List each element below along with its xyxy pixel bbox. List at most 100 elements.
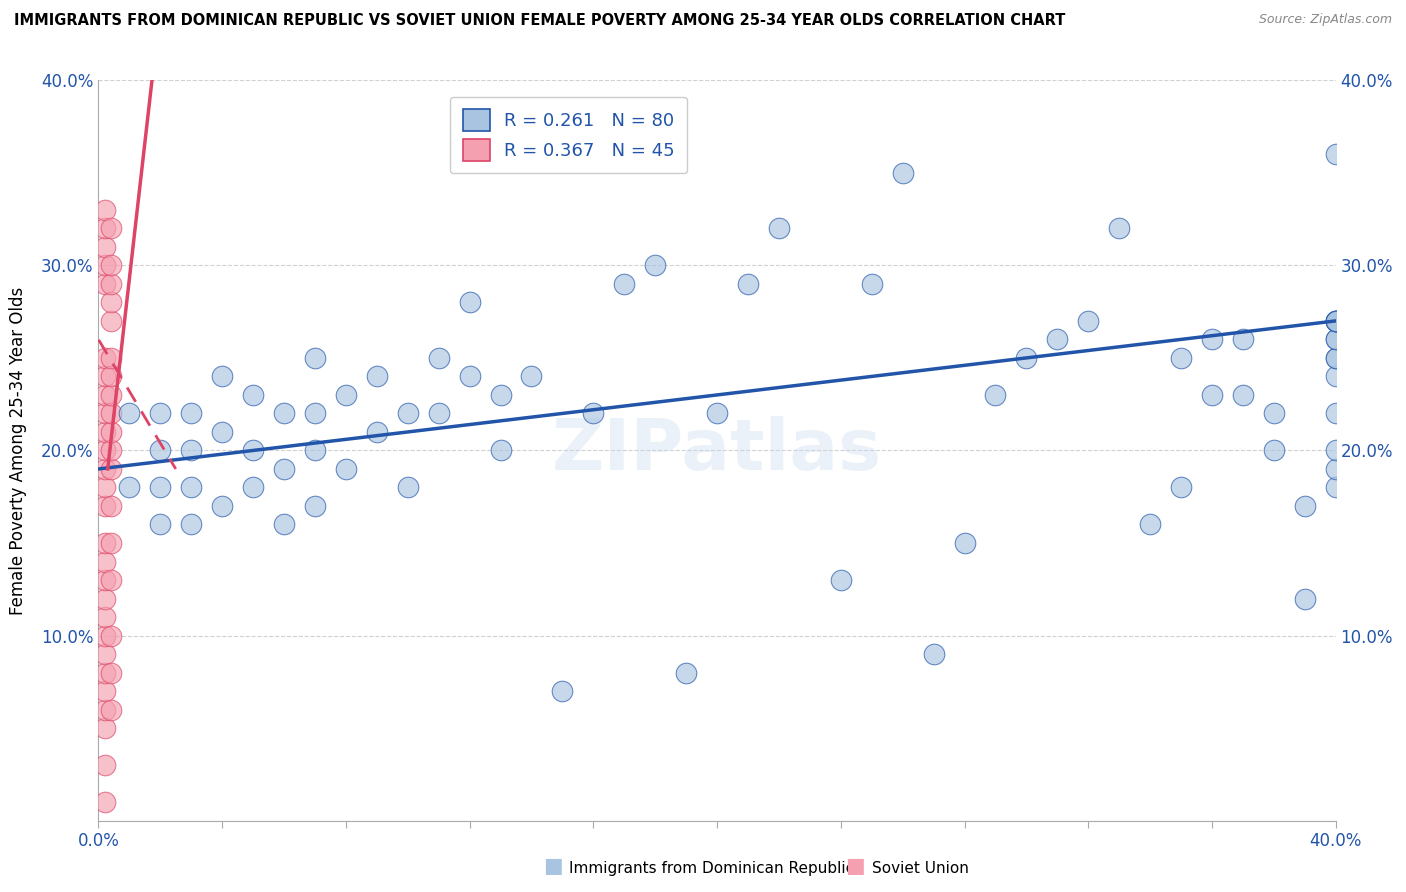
Point [1324, 332, 1347, 346]
Point [1170, 351, 1192, 365]
Point [675, 665, 697, 680]
Point [396, 481, 419, 495]
Point [93, 647, 115, 661]
Point [100, 277, 122, 291]
Point [93, 388, 115, 402]
Point [706, 407, 728, 421]
Point [1077, 314, 1099, 328]
Point [93, 554, 115, 569]
Point [93, 425, 115, 439]
Point [180, 407, 202, 421]
Point [100, 573, 122, 587]
Point [93, 536, 115, 550]
Text: ■: ■ [845, 856, 865, 876]
Point [211, 369, 233, 384]
Point [1294, 499, 1316, 513]
Point [273, 462, 295, 476]
Point [149, 481, 172, 495]
Point [335, 388, 357, 402]
Point [242, 388, 264, 402]
Point [366, 425, 388, 439]
Point [93, 795, 115, 809]
Point [1201, 332, 1223, 346]
Point [93, 758, 115, 772]
Point [93, 703, 115, 717]
Point [273, 407, 295, 421]
Text: ZIPatlas: ZIPatlas [553, 416, 882, 485]
Point [118, 407, 141, 421]
Text: IMMIGRANTS FROM DOMINICAN REPUBLIC VS SOVIET UNION FEMALE POVERTY AMONG 25-34 YE: IMMIGRANTS FROM DOMINICAN REPUBLIC VS SO… [14, 13, 1066, 29]
Point [100, 443, 122, 458]
Text: ■: ■ [543, 856, 562, 876]
Point [100, 407, 122, 421]
Point [458, 295, 481, 310]
Point [1015, 351, 1038, 365]
Point [93, 481, 115, 495]
Point [100, 295, 122, 310]
Point [180, 443, 202, 458]
Point [984, 388, 1007, 402]
Point [551, 684, 574, 698]
Point [93, 628, 115, 642]
Point [100, 388, 122, 402]
Point [644, 259, 666, 273]
Point [93, 499, 115, 513]
Point [180, 481, 202, 495]
Point [1170, 481, 1192, 495]
Point [1232, 388, 1254, 402]
Point [922, 647, 945, 661]
Point [93, 721, 115, 735]
Text: Source: ZipAtlas.com: Source: ZipAtlas.com [1258, 13, 1392, 27]
Point [242, 443, 264, 458]
Point [211, 499, 233, 513]
Point [860, 277, 883, 291]
Point [1324, 481, 1347, 495]
Point [366, 369, 388, 384]
Point [149, 407, 172, 421]
Point [93, 684, 115, 698]
Point [1324, 314, 1347, 328]
Point [737, 277, 759, 291]
Point [93, 462, 115, 476]
Point [304, 499, 326, 513]
Point [100, 425, 122, 439]
Point [1324, 332, 1347, 346]
Point [427, 407, 450, 421]
Point [93, 665, 115, 680]
Point [93, 351, 115, 365]
Point [1324, 314, 1347, 328]
Point [93, 369, 115, 384]
Point [100, 221, 122, 235]
Point [100, 703, 122, 717]
Point [93, 259, 115, 273]
Text: Immigrants from Dominican Republic: Immigrants from Dominican Republic [569, 861, 855, 876]
Point [891, 166, 914, 180]
Point [180, 517, 202, 532]
Point [242, 481, 264, 495]
Point [93, 573, 115, 587]
Point [1324, 462, 1347, 476]
Point [93, 240, 115, 254]
Point [273, 517, 295, 532]
Point [100, 369, 122, 384]
Point [100, 628, 122, 642]
Point [149, 517, 172, 532]
Point [1324, 147, 1347, 161]
Point [335, 462, 357, 476]
Point [1263, 407, 1285, 421]
Point [1324, 369, 1347, 384]
Point [1232, 332, 1254, 346]
Point [489, 443, 512, 458]
Point [1324, 351, 1347, 365]
Point [93, 407, 115, 421]
Point [93, 221, 115, 235]
Point [149, 443, 172, 458]
Point [100, 499, 122, 513]
Point [304, 443, 326, 458]
Point [93, 610, 115, 624]
Point [427, 351, 450, 365]
Point [304, 351, 326, 365]
Point [100, 462, 122, 476]
Point [1324, 443, 1347, 458]
Point [100, 536, 122, 550]
